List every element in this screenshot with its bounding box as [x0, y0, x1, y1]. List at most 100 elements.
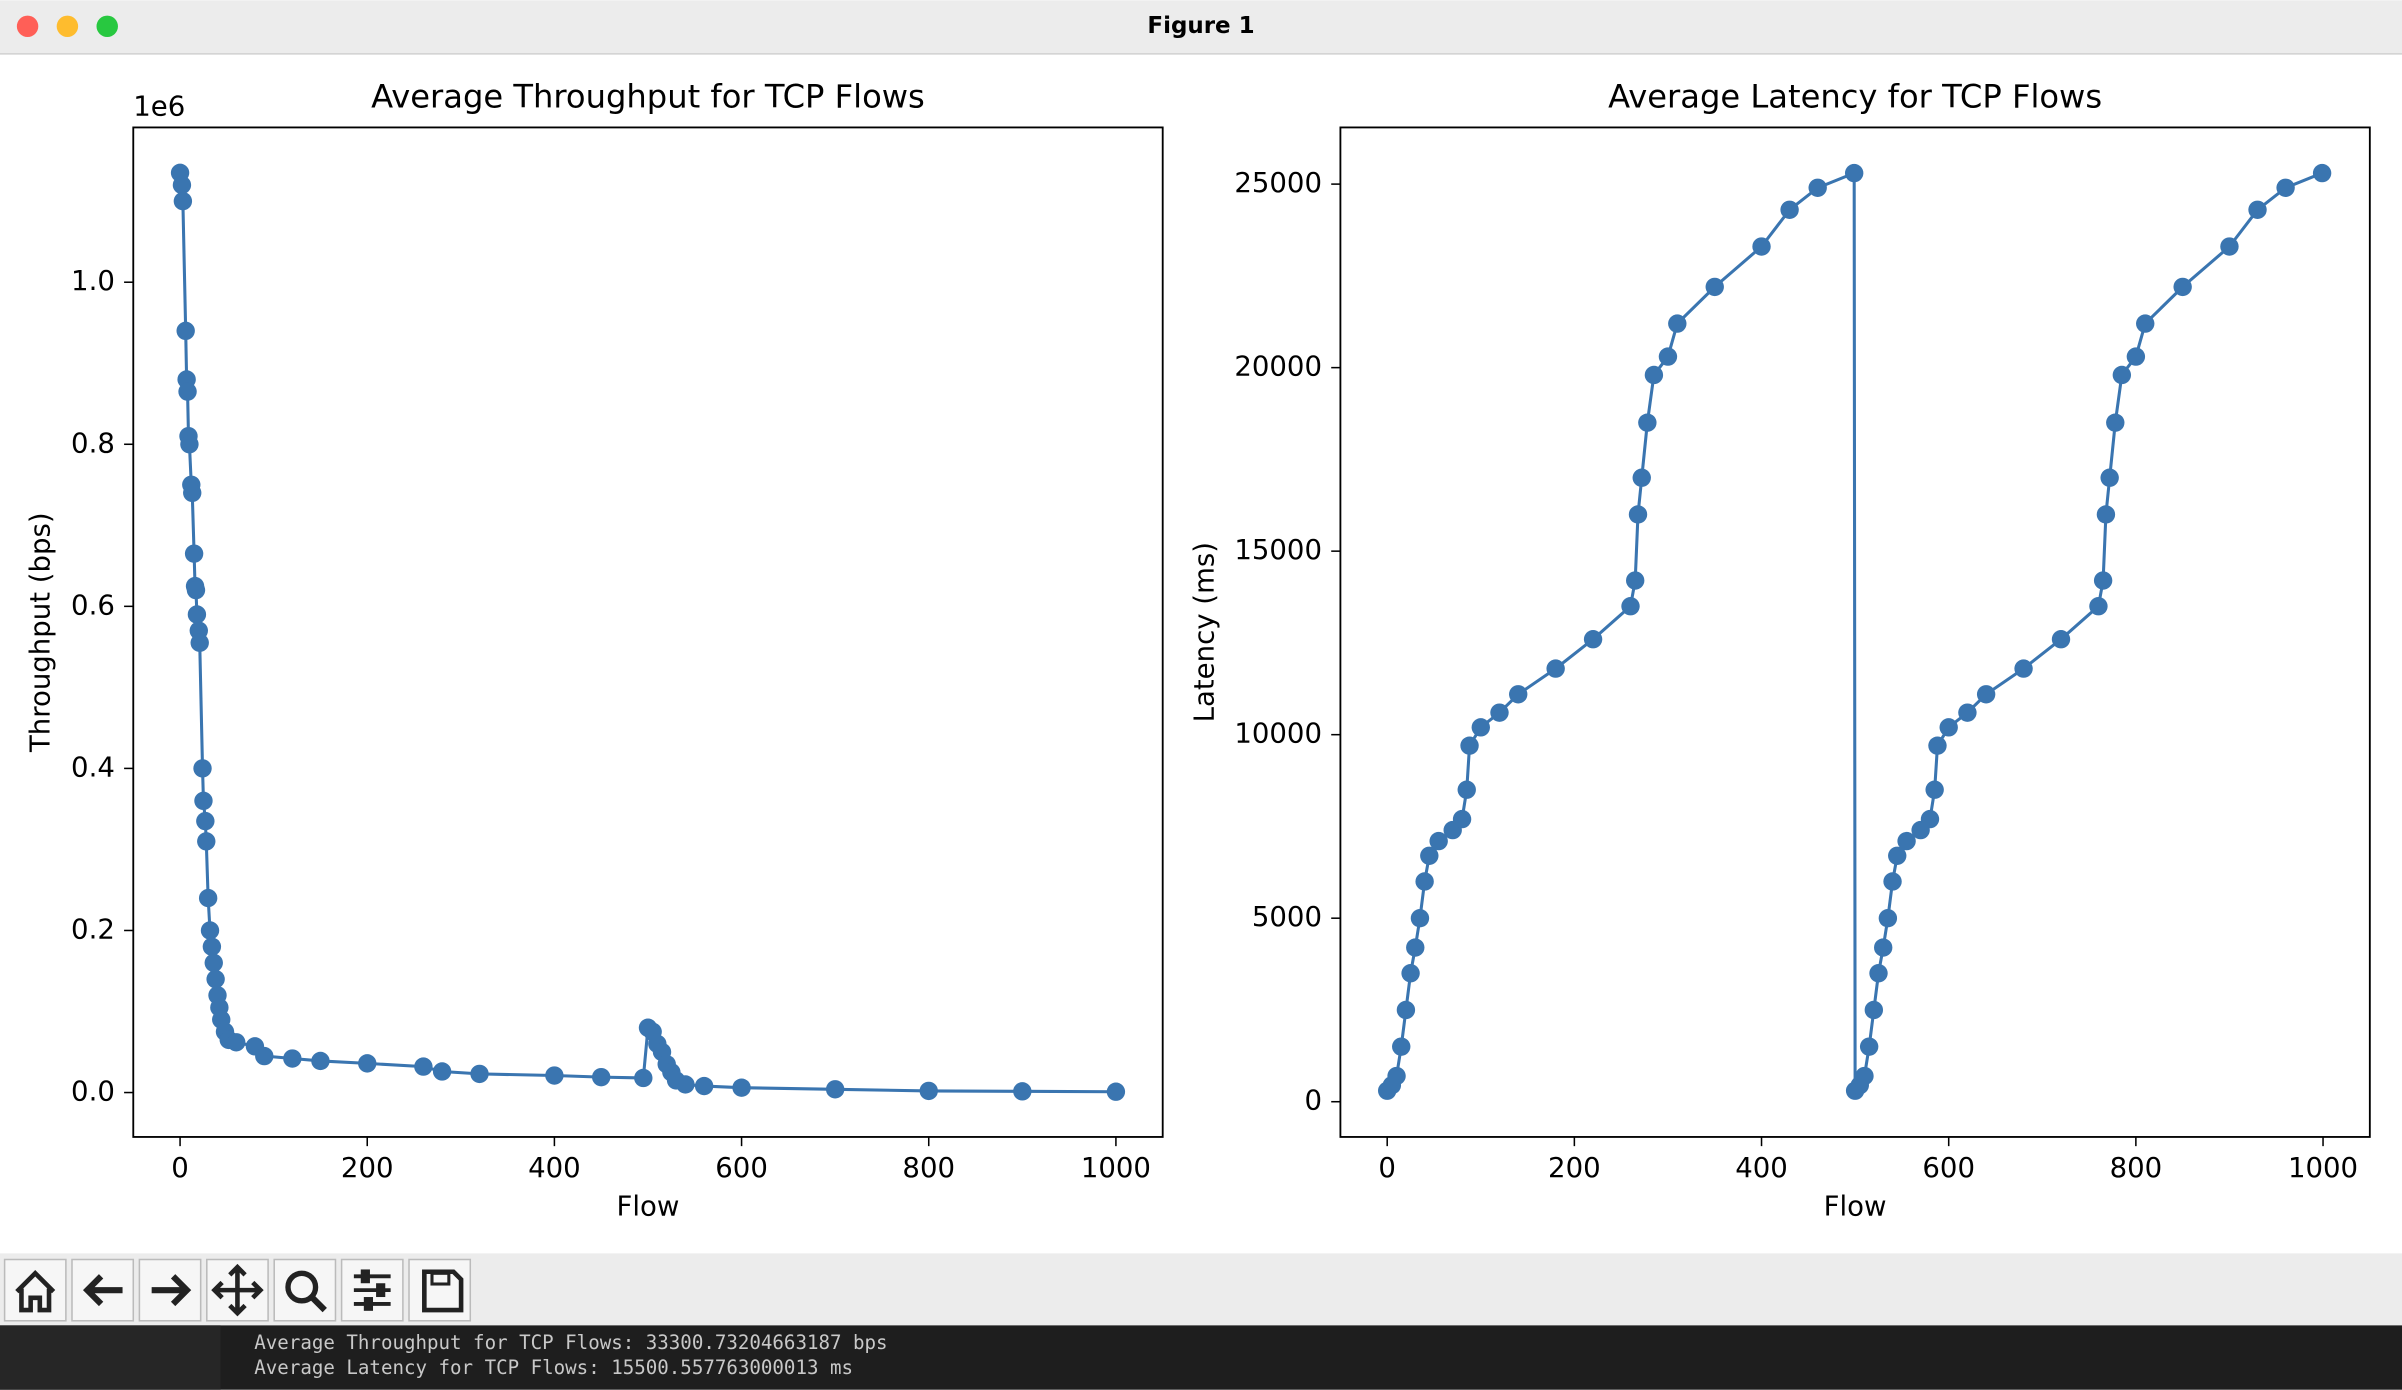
axes-frame: [132, 126, 1164, 1138]
data-point: [1780, 200, 1799, 219]
data-point: [190, 633, 209, 652]
chart: Average Throughput for TCP Flows Flow Thro…: [23, 77, 1164, 1222]
data-point: [1387, 1066, 1406, 1086]
data-point: [283, 1049, 302, 1068]
data-point: [1471, 718, 1490, 737]
forward-icon: [151, 1274, 192, 1307]
data-point: [227, 1033, 246, 1052]
data-point: [2106, 413, 2125, 432]
data-point: [1888, 846, 1907, 865]
data-point: [1638, 413, 1657, 432]
chart-title: Average Latency for TCP Flows: [1608, 77, 2102, 115]
data-point: [1925, 780, 1944, 799]
data-point: [196, 811, 215, 831]
x-tick-label: 400: [1735, 1151, 1788, 1184]
data-point: [1626, 571, 1645, 590]
data-point: [545, 1066, 564, 1085]
data-point: [1752, 237, 1771, 256]
pan-icon: [211, 1263, 264, 1317]
y-axis-label: Latency (ms): [1188, 542, 1221, 722]
data-point: [2093, 571, 2113, 590]
zoom-tool-button[interactable]: [273, 1258, 337, 1322]
y-tick-label: 5000: [1252, 900, 1322, 933]
y-tick-label: 0.0: [71, 1075, 115, 1108]
back-icon: [82, 1274, 123, 1307]
title-bar: [0, 0, 2402, 54]
data-point: [1460, 736, 1479, 755]
home-button[interactable]: [3, 1258, 67, 1322]
data-point: [176, 321, 195, 341]
data-point: [1878, 909, 1898, 928]
data-point: [1976, 685, 1996, 704]
data-point: [1546, 659, 1565, 678]
data-point: [1859, 1037, 1879, 1056]
data-point: [1106, 1082, 1126, 1101]
data-point: [197, 832, 216, 851]
save-icon-label: [430, 1271, 451, 1286]
x-tick-label: 800: [2110, 1151, 2163, 1184]
minimize-button[interactable]: [56, 15, 79, 38]
y-tick-label: 25000: [1234, 166, 1322, 199]
close-button[interactable]: [16, 15, 39, 38]
x-tick-label: 800: [902, 1151, 955, 1184]
data-point: [1897, 831, 1916, 851]
chart-title: Average Throughput for TCP Flows: [371, 77, 925, 115]
data-point: [186, 580, 206, 600]
data-point: [202, 937, 222, 956]
y-tick-label: 15000: [1234, 533, 1322, 566]
x-tick-label: 600: [1922, 1151, 1975, 1184]
configure-slider: [376, 1283, 386, 1298]
data-point: [1808, 178, 1827, 197]
axes-frame: [1339, 126, 2371, 1138]
zoom-icon-handle: [310, 1295, 327, 1313]
data-point: [2136, 314, 2155, 333]
data-point: [1013, 1082, 1032, 1101]
data-point: [2173, 277, 2192, 297]
data-point: [184, 544, 204, 563]
data-point: [1869, 964, 1888, 983]
x-tick-label: 200: [1548, 1151, 1601, 1184]
zoom-button[interactable]: [96, 15, 118, 38]
plot-area: [1378, 163, 2332, 1100]
y-tick-label: 0.8: [71, 426, 115, 459]
y-tick-label: 0.6: [71, 588, 115, 621]
data-point: [1401, 964, 1420, 983]
data-point: [1920, 809, 1940, 829]
data-point: [2276, 178, 2295, 197]
y-tick-label: 1.0: [71, 264, 115, 297]
data-point: [1420, 846, 1439, 865]
y-offset-label: 1e6: [133, 90, 185, 123]
terminal-line: Average Latency for TCP Flows: 15500.557…: [254, 1356, 853, 1379]
data-point: [1490, 703, 1509, 722]
data-point: [200, 921, 220, 940]
data-point: [206, 969, 225, 989]
y-tick-label: 0: [1304, 1084, 1322, 1117]
window-title: Figure 1: [1147, 13, 1254, 39]
home-icon: [15, 1270, 56, 1313]
data-point: [187, 605, 207, 624]
data-point: [1509, 685, 1528, 704]
y-tick-label: 20000: [1234, 350, 1322, 383]
data-point: [592, 1067, 611, 1087]
chart: Average Latency for TCP Flows Flow Latency…: [1188, 77, 2371, 1222]
data-point: [198, 888, 218, 908]
data-point: [1958, 703, 1977, 722]
toolbar-buttons: [3, 1258, 472, 1322]
data-point: [694, 1076, 714, 1096]
data-point: [2051, 630, 2071, 649]
data-point: [2248, 200, 2267, 219]
data-point: [2096, 505, 2116, 524]
data-point: [183, 483, 202, 503]
data-point: [2126, 347, 2146, 366]
data-point: [1939, 718, 1958, 737]
data-point: [432, 1062, 452, 1081]
data-point: [1457, 780, 1476, 799]
data-point: [1410, 909, 1430, 928]
data-point: [1406, 938, 1425, 957]
data-point: [1644, 365, 1664, 385]
x-tick-label: 0: [1378, 1151, 1396, 1184]
data-point: [311, 1051, 330, 1071]
data-point: [1429, 831, 1448, 851]
